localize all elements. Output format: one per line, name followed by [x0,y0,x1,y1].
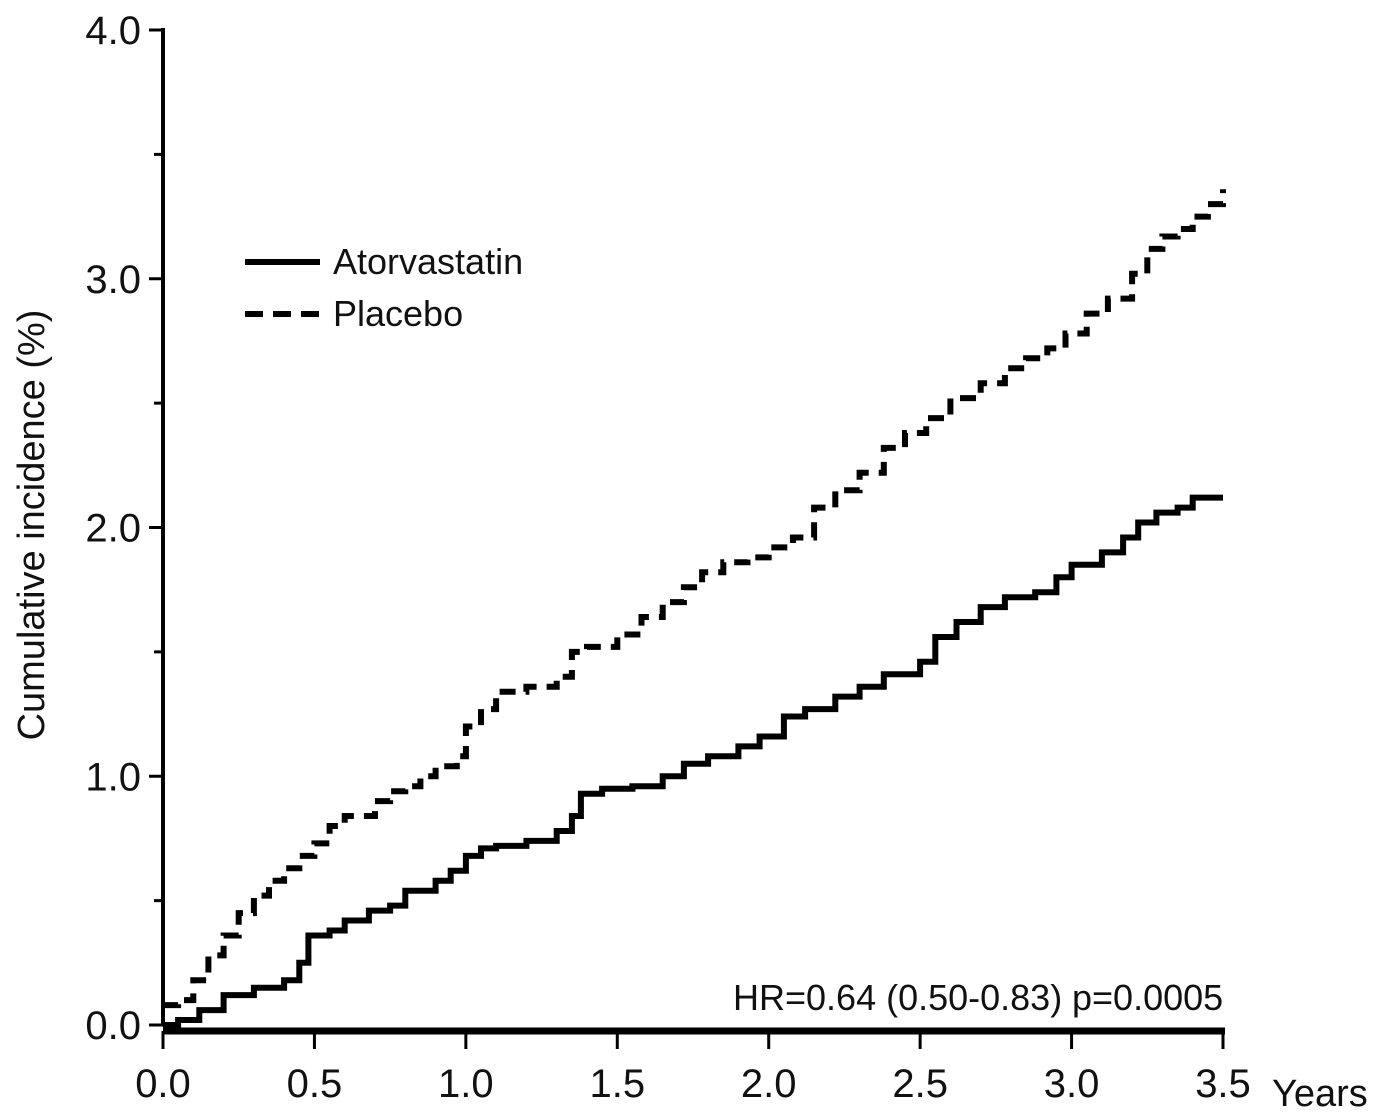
x-tick-label: 0.5 [287,1062,343,1106]
x-tick-label: 2.0 [741,1062,797,1106]
x-tick-label: 0.0 [135,1062,191,1106]
x-tick-label: 1.5 [589,1062,645,1106]
p-value-annotation: p=0.0005 [1072,977,1223,1018]
y-axis: 0.0 1.0 2.0 3.0 4.0 [85,9,165,1048]
y-tick-label: 2.0 [85,507,141,551]
hazard-ratio-annotation: HR=0.64 (0.50-0.83) [733,977,1062,1018]
y-tick-label: 3.0 [85,258,141,302]
x-tick-label: 3.0 [1044,1062,1100,1106]
series-layer [163,189,1226,1028]
series-line-atorvastatin [163,494,1223,1028]
x-tick-label: 1.0 [438,1062,494,1106]
legend-label-atorvastatin: Atorvastatin [333,241,523,282]
y-tick-label: 4.0 [85,9,141,53]
y-axis-title: Cumulative incidence (%) [11,310,53,741]
y-tick-label: 1.0 [85,755,141,799]
x-tick-label: 3.5 [1195,1062,1251,1106]
legend-label-placebo: Placebo [333,293,463,334]
x-tick-label: 2.5 [892,1062,948,1106]
series-line-placebo [163,189,1226,1009]
y-tick-label: 0.0 [85,1004,141,1048]
x-axis: 0.0 0.5 1.0 1.5 2.0 2.5 3.0 3.5 [135,1027,1251,1106]
x-axis-title: Years [1272,1073,1368,1114]
legend: Atorvastatin Placebo [245,241,523,334]
